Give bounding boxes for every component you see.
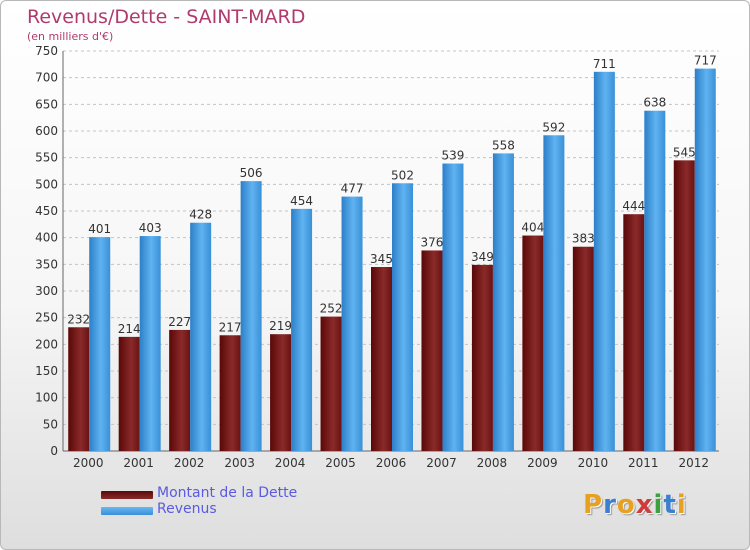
y-tick-label: 100 (35, 391, 58, 405)
x-tick-label: 2005 (325, 456, 356, 470)
data-label: 252 (320, 302, 343, 316)
data-label: 454 (290, 194, 313, 208)
bar-revenus-2010 (593, 71, 615, 452)
x-tick-label: 2002 (174, 456, 205, 470)
bar-revenus-2008 (492, 153, 514, 451)
data-label: 444 (622, 199, 645, 213)
bar-dette-2012 (673, 160, 695, 452)
logo-letter: r (603, 490, 617, 520)
data-label: 539 (442, 149, 465, 163)
x-tick-label: 2003 (224, 456, 255, 470)
x-tick-label: 2008 (477, 456, 508, 470)
y-tick-label: 450 (35, 204, 58, 218)
bar-dette-2005 (320, 316, 342, 451)
bar-dette-2006 (371, 267, 392, 451)
y-tick-label: 550 (35, 151, 58, 165)
x-tick-label: 2009 (527, 456, 558, 470)
data-label: 558 (492, 138, 515, 152)
x-tick-label: 2011 (628, 456, 659, 470)
bar-revenus-2005 (341, 196, 363, 451)
y-tick-label: 700 (35, 71, 58, 85)
x-tick-label: 2004 (275, 456, 306, 470)
y-tick-label: 50 (43, 417, 58, 431)
x-tick-label: 2012 (678, 456, 709, 470)
logo-letter: t (663, 490, 677, 520)
legend-swatch-dette (101, 491, 153, 499)
bar-revenus-2003 (240, 181, 262, 451)
data-label: 214 (118, 322, 141, 336)
x-tick-label: 2006 (376, 456, 407, 470)
legend-swatch-revenus (101, 507, 153, 515)
logo-letter: i (653, 490, 664, 520)
data-label: 545 (673, 145, 696, 159)
bar-dette-2009 (522, 235, 544, 451)
data-label: 502 (391, 168, 414, 182)
y-tick-label: 750 (35, 44, 58, 58)
data-label: 345 (370, 252, 393, 266)
y-tick-label: 650 (35, 97, 58, 111)
chart-subtitle: (en milliers d'€) (27, 30, 114, 43)
bar-dette-2000 (68, 327, 90, 451)
bar-revenus-2009 (543, 135, 565, 451)
logo-letter: i (676, 490, 687, 520)
bar-dette-2001 (118, 336, 140, 451)
data-label: 428 (189, 208, 212, 222)
y-tick-label: 300 (35, 284, 58, 298)
data-label: 717 (694, 54, 717, 68)
y-tick-label: 400 (35, 231, 58, 245)
bar-revenus-2001 (139, 236, 161, 451)
bar-revenus-2004 (291, 208, 313, 451)
y-tick-label: 500 (35, 177, 58, 191)
data-label: 506 (240, 166, 263, 180)
data-label: 349 (471, 250, 494, 264)
data-label: 232 (67, 312, 90, 326)
bar-dette-2011 (623, 214, 645, 451)
bar-revenus-2006 (392, 183, 413, 451)
data-label: 403 (139, 221, 162, 235)
data-label: 477 (341, 182, 364, 196)
bar-dette-2004 (270, 334, 292, 451)
y-tick-label: 150 (35, 364, 58, 378)
data-label: 711 (593, 57, 616, 71)
data-label: 404 (521, 221, 544, 235)
bar-dette-2007 (421, 250, 443, 451)
bar-revenus-2011 (644, 110, 666, 451)
logo-letter: P (583, 490, 604, 520)
y-tick-label: 200 (35, 337, 58, 351)
proxiti-logo: Proxiti (583, 490, 687, 520)
chart-title: Revenus/Dette - SAINT-MARD (27, 6, 306, 28)
bar-revenus-2000 (89, 237, 111, 451)
bar-dette-2008 (471, 264, 493, 451)
bar-dette-2010 (572, 246, 594, 451)
data-label: 592 (542, 120, 565, 134)
data-label: 638 (643, 96, 666, 110)
bar-revenus-2007 (442, 163, 464, 452)
x-tick-label: 2010 (578, 456, 609, 470)
data-label: 217 (219, 320, 242, 334)
bar-dette-2002 (169, 329, 191, 451)
bar-revenus-2012 (694, 68, 716, 451)
legend-label-dette: Montant de la Dette (157, 485, 298, 501)
bar-dette-2003 (219, 335, 241, 451)
x-tick-label: 2001 (123, 456, 154, 470)
y-tick-label: 350 (35, 257, 58, 271)
legend-label-revenus: Revenus (157, 501, 217, 517)
logo-letter: x (635, 490, 654, 520)
logo-letter: o (616, 490, 636, 520)
data-label: 219 (269, 319, 292, 333)
y-tick-label: 0 (50, 444, 58, 458)
data-label: 401 (88, 222, 111, 236)
x-tick-label: 2000 (73, 456, 104, 470)
y-tick-label: 250 (35, 311, 58, 325)
data-label: 376 (421, 235, 444, 249)
data-label: 227 (168, 315, 191, 329)
bar-revenus-2002 (190, 222, 212, 451)
y-tick-label: 600 (35, 124, 58, 138)
data-label: 383 (572, 232, 595, 246)
x-tick-label: 2007 (426, 456, 457, 470)
